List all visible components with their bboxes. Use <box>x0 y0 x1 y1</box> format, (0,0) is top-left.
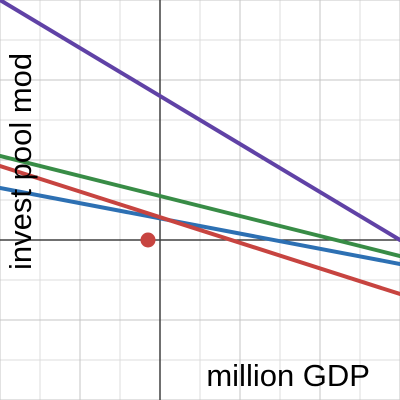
series-line <box>0 0 400 242</box>
series-lines <box>0 0 400 296</box>
data-points <box>140 232 156 248</box>
x-axis-label: million GDP <box>206 358 370 393</box>
series-line <box>0 164 400 296</box>
data-point <box>140 232 156 248</box>
series-line <box>0 186 400 266</box>
series-line <box>0 154 400 258</box>
y-axis-label: invest pool mod <box>3 53 38 270</box>
